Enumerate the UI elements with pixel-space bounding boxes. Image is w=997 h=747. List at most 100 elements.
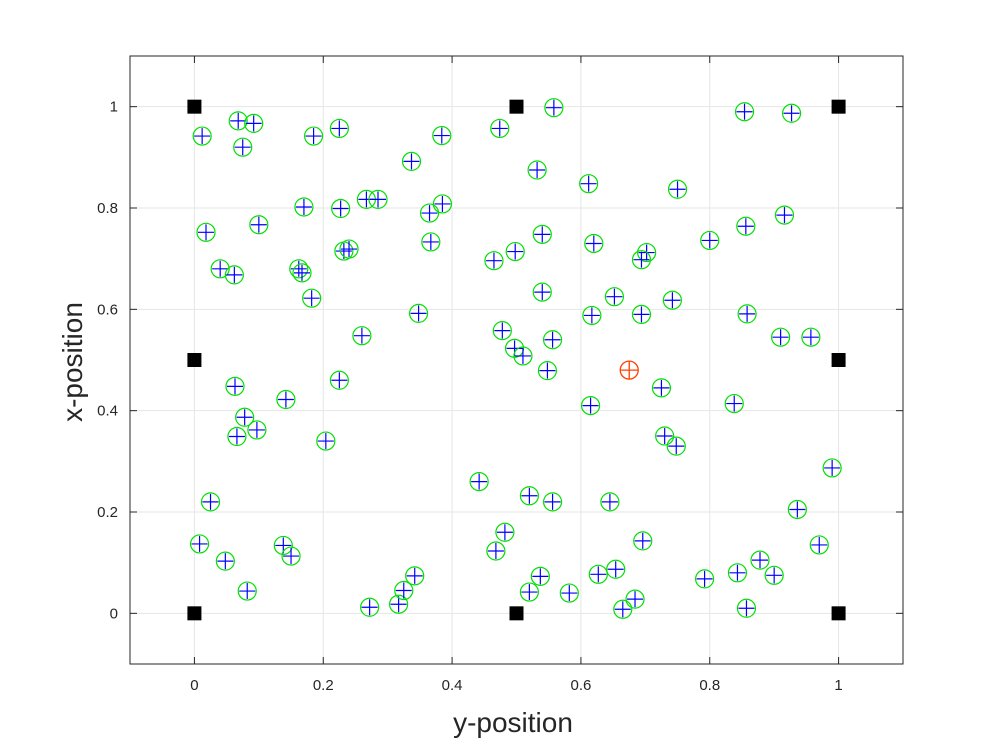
estimate-circle [651,378,672,398]
estimate-circle [247,420,267,440]
estimate-point [469,472,489,492]
estimate-circle [432,194,453,214]
estimate-point [189,534,210,554]
x-axis-label: y-position [453,707,573,738]
estimate-circle [667,179,688,199]
estimate-circle [244,113,264,133]
estimate-point [559,583,579,603]
estimate-circle [292,263,312,283]
estimate-circle [331,198,351,219]
y-tick-label: 0.4 [97,403,118,420]
estimate-point [235,407,255,427]
estimate-point [281,546,301,566]
estimate-point [289,259,309,279]
anchor-square [187,99,202,114]
estimate-circle [633,531,653,551]
y-tick-label: 0 [110,605,118,622]
estimate-circle [249,215,269,235]
estimate-circle [700,230,720,251]
estimate-circle [303,126,324,146]
estimate-point [604,287,625,307]
estimate-point [200,492,221,512]
estimate-point [329,118,349,139]
estimate-point [631,304,652,324]
estimate-point [666,436,686,456]
estimate-point [389,594,409,614]
estimate-circle [764,565,784,585]
estimate-point [580,396,601,416]
estimate-circle [368,189,388,209]
estimate-circle [237,581,257,601]
y-tick-label: 0.6 [97,301,118,318]
estimate-markers [189,98,842,619]
estimate-point [405,566,425,586]
estimate-point [401,151,422,171]
estimate-circle [600,492,620,512]
estimate-circle [542,330,563,350]
estimate-circle [781,103,802,123]
estimate-point [537,361,558,381]
estimate-circle [189,534,210,554]
y-tick-label: 1 [110,99,118,116]
estimate-point [227,426,247,447]
estimate-point [544,98,564,118]
estimate-circle [224,265,244,285]
estimate-circle [771,327,791,347]
estimate-point [750,550,770,570]
y-axis-label: x-position [57,302,88,422]
estimate-circle [469,472,489,492]
estimate-circle [631,250,652,270]
estimate-point [394,580,414,601]
estimate-circle [360,597,380,617]
estimate-circle [389,594,409,614]
estimate-point [600,492,620,512]
x-tick-label: 0.2 [313,677,334,694]
estimate-circle [625,589,645,609]
estimate-point [724,393,744,414]
estimate-circle [537,361,558,381]
anchor-square [831,99,846,114]
estimate-circle [588,564,608,584]
estimate-circle [486,541,506,561]
estimate-point [432,125,452,146]
estimate-point [421,232,441,252]
estimate-point [519,486,539,506]
estimate-circle [750,550,770,570]
estimate-point [490,118,510,139]
estimate-point [822,458,842,478]
estimate-circle [734,102,755,122]
estimate-point [631,250,652,270]
estimate-circle [228,111,248,131]
estimate-point [613,599,633,619]
estimate-circle [329,118,349,139]
estimate-point [727,563,748,583]
estimate-circle [822,458,842,478]
estimate-point [694,569,715,589]
estimate-circle [584,233,604,254]
estimate-point [736,598,757,618]
estimate-point [495,522,515,542]
x-tick-label: 0.6 [570,677,591,694]
estimate-circle [210,259,230,279]
estimate-point [302,288,322,308]
estimate-point [486,541,506,561]
estimate-point [542,330,563,350]
estimate-circle [532,282,552,302]
estimate-circle [736,216,756,236]
estimate-point [519,582,539,602]
estimate-circle [394,580,414,601]
estimate-point [368,189,388,209]
estimate-point [700,230,720,251]
y-tick-label: 0.8 [97,200,118,217]
y-tick-label: 0.2 [97,504,118,521]
estimate-circle [408,303,429,323]
estimate-circle [495,522,515,542]
estimate-point [360,597,380,617]
estimate-circle [666,436,686,456]
plot-area-frame [129,55,904,665]
estimate-point [492,321,512,341]
estimate-circle [490,118,510,139]
estimate-circle [637,242,657,263]
estimate-point [329,370,349,390]
